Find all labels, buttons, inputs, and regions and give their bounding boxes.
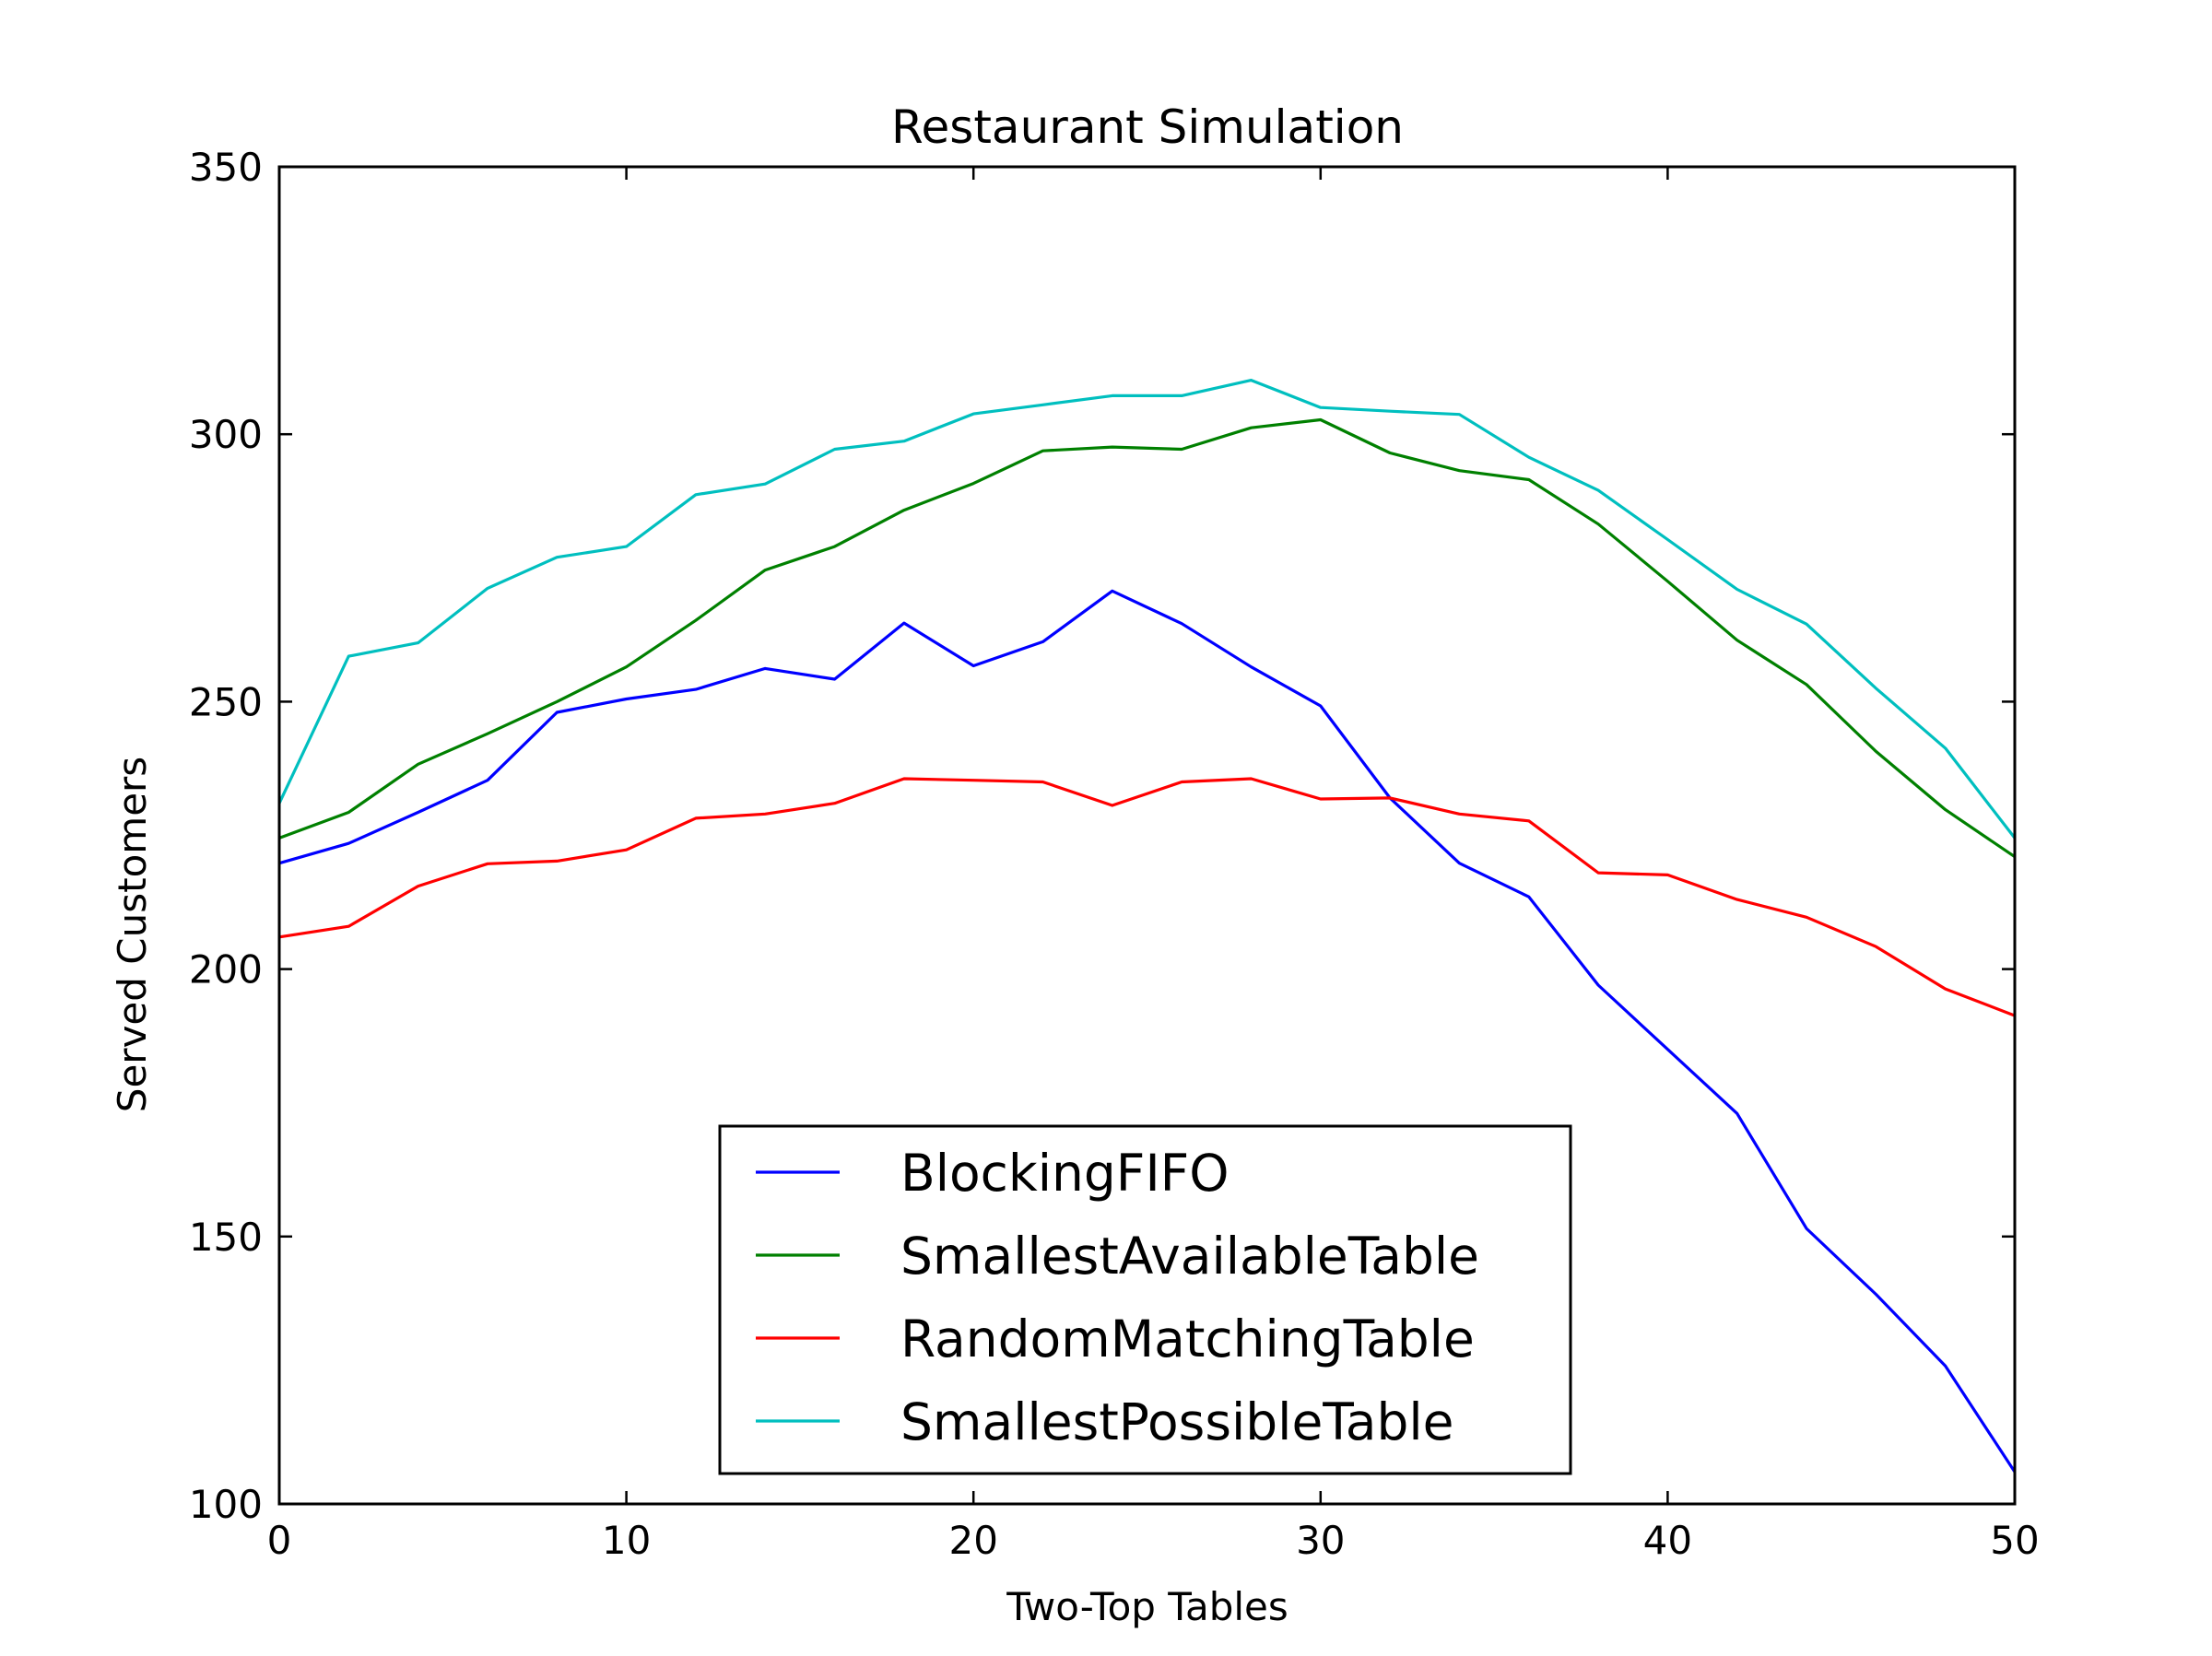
y-tick-label: 250 [189, 679, 263, 724]
x-tick-label: 10 [602, 1518, 651, 1563]
ticks-layer: 0 10 20 30 40 50 100 150 200 250 300 350 [189, 145, 2040, 1563]
plot-frame [277, 165, 2017, 1506]
x-tick-label: 50 [1990, 1518, 2039, 1563]
y-tick-label: 300 [189, 412, 263, 457]
chart-title: Restaurant Simulation [891, 100, 1404, 154]
series-line-SmallestPossibleTable [277, 379, 2017, 840]
y-tick-label: 350 [189, 145, 263, 190]
y-tick-label: 200 [189, 947, 263, 992]
series-line-BlockingFIFO [278, 589, 2017, 1474]
y-tick-label: 100 [189, 1482, 263, 1527]
legend: BlockingFIFO SmallestAvailableTable Random… [718, 1124, 1572, 1475]
series-line-SmallestAvailableTable [278, 417, 2016, 859]
legend-label: SmallestAvailableTable [900, 1227, 1479, 1286]
x-tick-label: 40 [1643, 1518, 1692, 1563]
series-line-RandomMatchingTable [278, 777, 2016, 1017]
legend-label: BlockingFIFO [900, 1144, 1230, 1203]
y-axis-label: Served Customers [110, 757, 155, 1112]
legend-box [718, 1124, 1572, 1475]
legend-label: SmallestPossibleTable [900, 1392, 1454, 1451]
x-tick-label: 30 [1296, 1518, 1345, 1563]
x-axis-label: Two-Top Tables [1006, 1584, 1288, 1629]
y-tick-label: 150 [189, 1215, 263, 1260]
legend-label: RandomMatchingTable [900, 1310, 1475, 1368]
x-tick-label: 20 [948, 1518, 997, 1563]
x-tick-label: 0 [267, 1518, 292, 1563]
series-layer [277, 379, 2017, 1474]
